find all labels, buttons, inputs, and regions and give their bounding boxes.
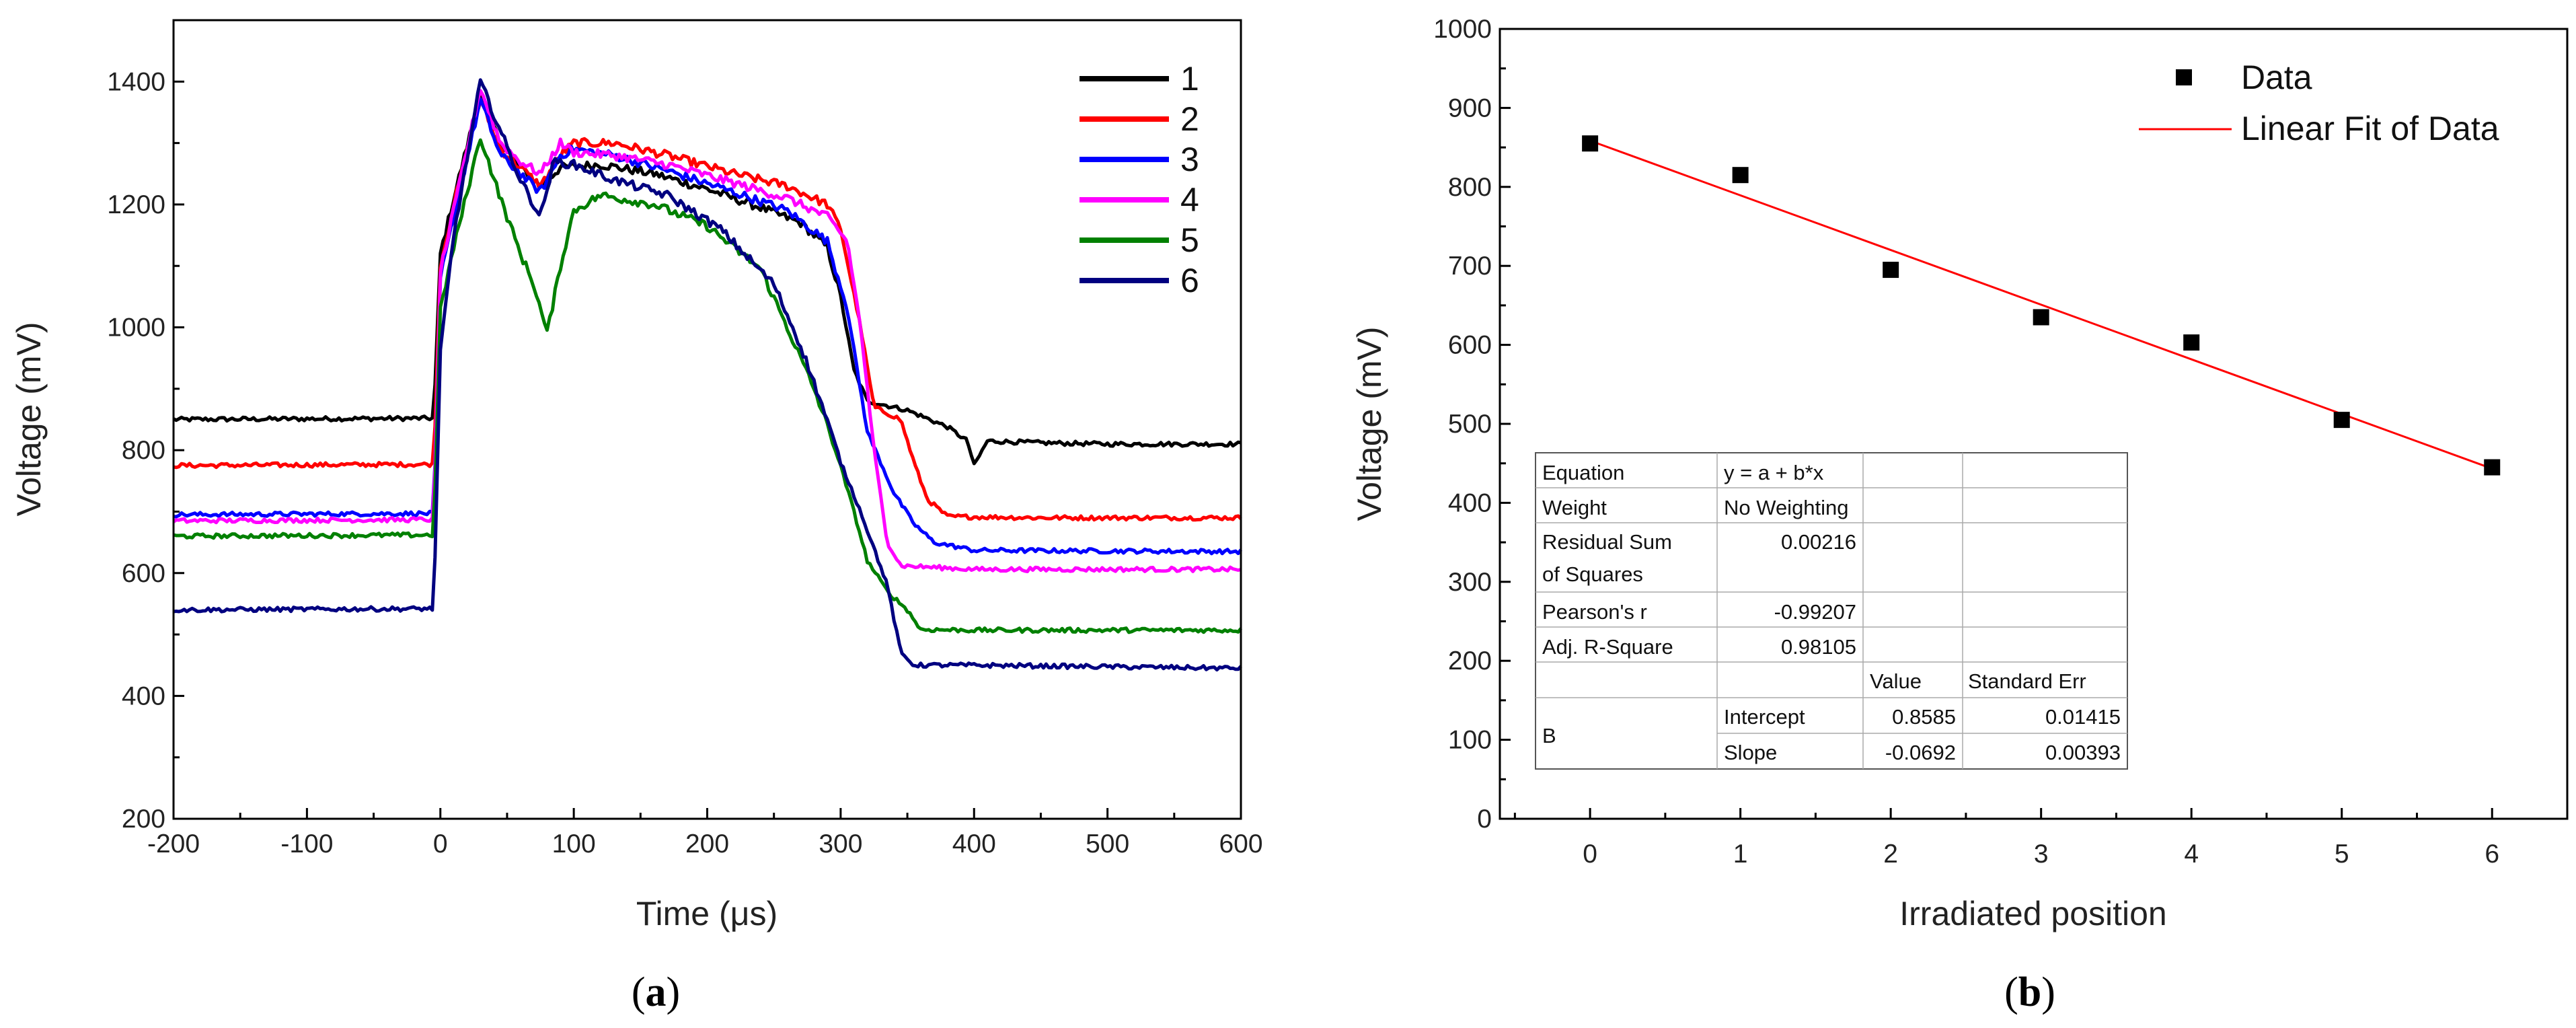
panel-a-x-tick-label--200: -200 (147, 830, 200, 858)
panel-a-axis-ticks: -200 -100 0 100 200 300 400 500 600 200 400 600 800 1… (107, 67, 1262, 858)
stats-rss-label-line2: of Squares (1542, 562, 1643, 586)
panel-a-y-tick-label-1400: 1400 (107, 67, 165, 96)
stats-adjr-label: Adj. R-Square (1542, 635, 1673, 659)
panel-a-caption-letter: a (646, 969, 667, 1015)
stats-slope-value: -0.0692 (1885, 741, 1956, 764)
panel-b-fit-stats-table: Equation y = a + b*x Weight No Weighting… (1535, 452, 2128, 770)
panel-a-x-tick-label-0: 0 (433, 830, 448, 858)
panel-b-y-tick-label-300: 300 (1448, 568, 1492, 597)
stats-intercept-err: 0.01415 (2045, 705, 2121, 729)
stats-equation-value: y = a + b*x (1724, 461, 1824, 484)
stats-param-group: B (1542, 724, 1556, 747)
panel-b-axis-ticks: 0 1 2 3 4 5 6 0 100 200 300 400 500 600 700 800 900 1000 (1433, 15, 2499, 869)
panel-a-y-tick-label-1200: 1200 (107, 190, 165, 219)
panel-b-y-tick-label-600: 600 (1448, 331, 1492, 360)
panel-a-legend-label-4: 4 (1180, 181, 1199, 219)
panel-a-series-2-line (173, 100, 1242, 522)
panel-b-voltage-vs-position: 0 1 2 3 4 5 601002003004005006007008009001000 … (1351, 15, 2569, 1015)
panel-b-y-tick-label-400: 400 (1448, 488, 1492, 517)
panel-b-legend: Data Linear Fit of Data (2139, 59, 2499, 147)
panel-b-data-point-0 (1582, 135, 1599, 152)
panel-b-linear-fit-line (1589, 139, 2493, 470)
panel-a-y-tick-label-600: 600 (122, 559, 165, 588)
panel-a-y-tick-label-800: 800 (122, 436, 165, 465)
stats-rss-value: 0.00216 (1781, 530, 1856, 554)
panel-a-y-tick-label-1000: 1000 (107, 314, 165, 342)
panel-a-series-5-line (173, 138, 1242, 634)
stats-weight-label: Weight (1542, 496, 1607, 519)
panel-a-legend-label-3: 3 (1180, 141, 1199, 178)
stats-stderr-header: Standard Err (1968, 669, 2086, 693)
panel-b-y-tick-label-500: 500 (1448, 410, 1492, 439)
panel-b-y-tick-label-0: 0 (1477, 805, 1492, 834)
panel-b-y-tick-label-700: 700 (1448, 252, 1492, 281)
panel-a-x-tick-label-100: 100 (552, 830, 596, 858)
stats-intercept-label: Intercept (1724, 705, 1805, 729)
panel-b-data-point-3 (2033, 309, 2049, 326)
panel-a-x-tick-label-200: 200 (685, 830, 729, 858)
panel-a-x-tick-label-400: 400 (952, 830, 996, 858)
panel-b-x-axis-label: Irradiated position (1899, 895, 2166, 932)
panel-b-y-tick-label-200: 200 (1448, 647, 1492, 675)
panel-a-legend-label-5: 5 (1180, 221, 1199, 259)
panel-b-data-point-5 (2333, 412, 2350, 429)
panel-a-legend-label-6: 6 (1180, 262, 1199, 299)
panel-b-y-tick-label-900: 900 (1448, 94, 1492, 122)
panel-b-caption-letter: b (2018, 969, 2041, 1015)
stats-adjr-value: 0.98105 (1781, 635, 1856, 659)
panel-b-y-axis-label: Voltage (mV) (1351, 326, 1388, 521)
stats-value-header: Value (1870, 669, 1922, 693)
panel-a-x-tick-label-600: 600 (1219, 830, 1262, 858)
stats-table-gridlines (1536, 453, 2127, 769)
panel-a-voltage-vs-time: -200 -100 0 100 200 300 400 500 600 200 400 600 800 1… (10, 19, 1263, 1015)
stats-intercept-value: 0.8585 (1892, 705, 1956, 729)
stats-table-frame (1535, 452, 2128, 770)
panel-a-y-tick-label-200: 200 (122, 805, 165, 834)
panel-a-series-3-line (173, 97, 1243, 556)
panel-b-caption: (b) (2004, 969, 2055, 1015)
legend-fit-label: Linear Fit of Data (2241, 110, 2499, 147)
panel-b-data-points (1582, 135, 2501, 476)
panel-a-y-axis-label: Voltage (mV) (10, 322, 48, 516)
panel-a-x-tick-label--100: -100 (280, 830, 333, 858)
stats-pearson-value: -0.99207 (1774, 600, 1856, 624)
stats-rss-label-line1: Residual Sum (1542, 530, 1672, 554)
stats-slope-label: Slope (1724, 741, 1777, 764)
panel-a-legend-label-1: 1 (1180, 60, 1199, 98)
stats-pearson-label: Pearson's r (1542, 600, 1647, 624)
panel-b-x-tick-label-3: 3 (2034, 840, 2049, 869)
stats-slope-err: 0.00393 (2045, 741, 2121, 764)
panel-b-x-tick-label-6: 6 (2485, 840, 2499, 869)
panel-a-x-tick-label-300: 300 (819, 830, 862, 858)
panel-b-data-point-2 (1883, 262, 1899, 279)
panel-a-series-4-line (172, 89, 1242, 573)
panel-a-legend-label-2: 2 (1180, 100, 1199, 138)
panel-b-y-tick-label-1000: 1000 (1433, 15, 1492, 44)
panel-a-caption: (a) (632, 969, 680, 1015)
panel-a-series-1-line (172, 94, 1242, 466)
panel-a-series-lines (172, 78, 1243, 672)
panel-a-x-tick-label-500: 500 (1086, 830, 1129, 858)
panel-b-data-point-1 (1732, 167, 1749, 184)
panel-b-x-tick-label-0: 0 (1583, 840, 1597, 869)
panel-b-x-tick-label-4: 4 (2184, 840, 2199, 869)
stats-weight-value: No Weighting (1724, 496, 1849, 519)
panel-b-y-tick-label-800: 800 (1448, 173, 1492, 202)
panel-a-series-6-line (173, 78, 1242, 672)
panel-b-x-tick-label-1: 1 (1733, 840, 1748, 869)
stats-equation-label: Equation (1542, 461, 1624, 484)
legend-data-marker (2176, 69, 2192, 85)
panel-b-data-point-6 (2484, 459, 2501, 476)
panel-b-x-tick-label-2: 2 (1883, 840, 1898, 869)
panel-a-x-axis-label: Time (μs) (636, 895, 778, 932)
legend-data-label: Data (2241, 59, 2312, 96)
panel-b-x-tick-label-5: 5 (2335, 840, 2349, 869)
panel-b-data-point-4 (2183, 334, 2200, 351)
panel-a-y-tick-label-400: 400 (122, 682, 165, 710)
panel-b-y-tick-label-100: 100 (1448, 726, 1492, 755)
